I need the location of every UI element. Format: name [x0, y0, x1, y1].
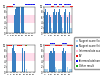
- Bar: [58, 12, 59, 33]
- Bar: [46, 15, 47, 33]
- Bar: [53, 12, 54, 33]
- Bar: [69, 69, 70, 72]
- Bar: [66, 15, 67, 33]
- Bar: [56, 12, 57, 33]
- Bar: [18, 7, 19, 33]
- Bar: [58, 69, 59, 72]
- Bar: [48, 12, 49, 33]
- Bar: [56, 69, 57, 72]
- Bar: [70, 69, 71, 72]
- Bar: [57, 69, 58, 72]
- Bar: [60, 69, 61, 72]
- Bar: [57, 31, 58, 33]
- Bar: [69, 12, 70, 33]
- Bar: [49, 53, 50, 72]
- Bar: [67, 17, 68, 33]
- Bar: [44, 69, 45, 72]
- Bar: [15, 53, 16, 72]
- Bar: [19, 7, 20, 33]
- Bar: [26, 69, 27, 72]
- Bar: [15, 9, 16, 33]
- Legend: Nugent score (low), Nugent score (high), Intermediate score, BV, Intermediate/no: Nugent score (low), Nugent score (high),…: [74, 37, 100, 69]
- Bar: [64, 53, 65, 72]
- Bar: [64, 12, 65, 33]
- Bar: [52, 53, 53, 72]
- Bar: [22, 7, 23, 33]
- Bar: [59, 69, 60, 72]
- Bar: [49, 15, 50, 33]
- Bar: [51, 51, 52, 72]
- Bar: [22, 48, 23, 72]
- Bar: [16, 7, 17, 33]
- Bar: [51, 28, 52, 33]
- Bar: [48, 69, 49, 72]
- Bar: [60, 15, 61, 33]
- Bar: [59, 9, 60, 33]
- Bar: [7, 53, 35, 61]
- Bar: [12, 48, 13, 72]
- Bar: [53, 48, 54, 72]
- Bar: [46, 69, 47, 72]
- Bar: [24, 51, 25, 72]
- Bar: [54, 51, 55, 72]
- Bar: [65, 9, 66, 33]
- Bar: [7, 15, 35, 23]
- Bar: [45, 9, 46, 33]
- Bar: [13, 45, 14, 72]
- Bar: [14, 51, 15, 72]
- Bar: [54, 9, 55, 33]
- Bar: [14, 15, 15, 33]
- Bar: [52, 31, 53, 33]
- Bar: [65, 51, 66, 72]
- Bar: [47, 69, 48, 72]
- Bar: [61, 69, 62, 72]
- Bar: [62, 51, 63, 72]
- Bar: [70, 28, 71, 33]
- Bar: [24, 31, 25, 33]
- Bar: [44, 12, 45, 33]
- Bar: [71, 69, 72, 72]
- Bar: [21, 7, 22, 33]
- Bar: [62, 28, 63, 33]
- Bar: [45, 69, 46, 72]
- Bar: [63, 31, 64, 33]
- Bar: [44, 53, 72, 61]
- Bar: [71, 28, 72, 33]
- Bar: [61, 17, 62, 33]
- Bar: [44, 15, 72, 23]
- Bar: [63, 48, 64, 72]
- Bar: [67, 67, 68, 72]
- Bar: [66, 64, 67, 72]
- Bar: [47, 12, 48, 33]
